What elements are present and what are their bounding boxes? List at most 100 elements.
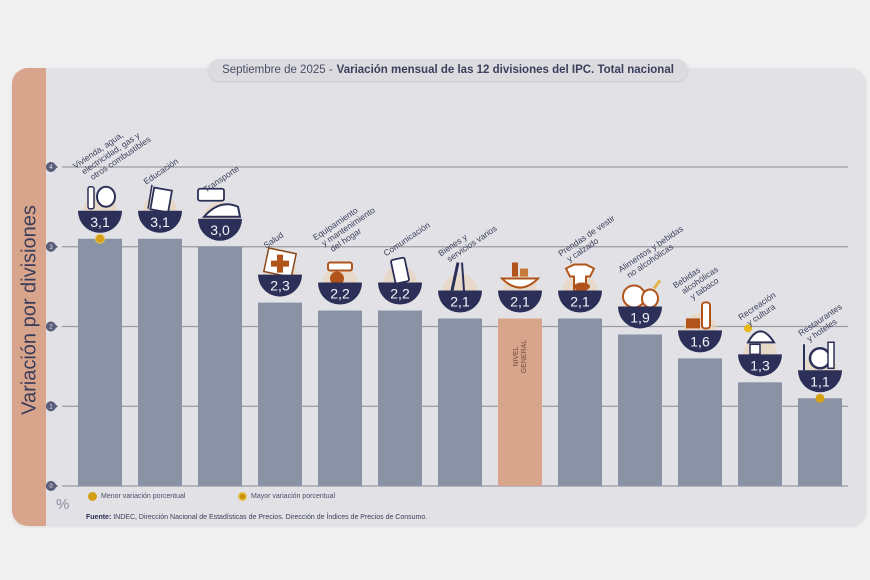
side-band-edge (46, 68, 52, 526)
bar-inner-label-line: NIVEL (513, 346, 520, 366)
first-aid-icon (262, 247, 298, 279)
data-label: 1,9 (630, 309, 650, 325)
smartphone-icon (390, 256, 410, 285)
data-label: 2,2 (330, 286, 350, 302)
value-badge: 2,2 (378, 256, 422, 305)
category-label: Recreacióny cultura (736, 290, 783, 330)
y-tick-marker-body (46, 401, 56, 412)
bar-inner-label: NIVELGENERAL (513, 340, 528, 374)
badge-shape (618, 306, 662, 329)
value-badge: 1,3 (738, 324, 782, 377)
value-badge: 3,1 (78, 185, 122, 233)
value-badge: 2,3 (258, 247, 302, 297)
value-badge: 2,1 (498, 262, 542, 313)
data-label: 2,1 (450, 294, 470, 310)
value-badge: 1,9 (618, 279, 662, 329)
category-label: Vivienda, agua,electricidad, gas yotros … (71, 118, 153, 186)
data-label: 3,0 (210, 222, 230, 238)
legend-marker-max (238, 492, 247, 501)
value-badge: 2,1 (558, 263, 602, 313)
y-axis-unit: % (56, 496, 70, 513)
bar (438, 318, 482, 486)
data-label: 2,3 (270, 278, 290, 294)
bar (618, 334, 662, 486)
notebook-pencil-icon (147, 184, 173, 214)
value-badge: 2,2 (318, 261, 362, 305)
category-label-line: Educación (142, 156, 181, 187)
y-tick-label: 2 (49, 325, 53, 331)
source-note: Fuente: INDEC, Dirección Nacional de Est… (86, 514, 427, 521)
y-tick-marker-body (46, 481, 56, 491)
legend-marker-min (88, 492, 97, 501)
category-label: Alimentos y bebidasno alcohólicas (616, 223, 690, 282)
badge-shape (438, 290, 482, 313)
category-label: Prendas de vestiry calzado (556, 213, 622, 266)
data-label: 3,1 (90, 214, 110, 230)
data-label: 2,1 (570, 294, 590, 310)
bar (198, 246, 242, 486)
y-tick-marker-body (46, 321, 56, 332)
category-label-line: Comunicación (382, 220, 432, 259)
tshirt-shoe-icon (564, 263, 596, 292)
bar (558, 318, 602, 486)
razor-scissors-icon (450, 262, 465, 291)
y-tick: 1 (46, 401, 58, 412)
tshirt-shape (564, 263, 596, 292)
screwdriver-shape (87, 186, 95, 210)
car-icon (197, 187, 242, 218)
badge-shape (138, 210, 183, 233)
bar (498, 318, 542, 486)
source-text: INDEC, Dirección Nacional de Estadística… (113, 514, 428, 521)
legend-item-min: Menor variación porcentual (88, 492, 185, 501)
bar (378, 310, 422, 486)
value-badge: 3,1 (138, 184, 183, 233)
category-label: Equipamientoy mantenimientodel hogar (311, 197, 382, 258)
phone-shape (390, 256, 410, 285)
legend-label-max: Mayor variación porcentual (251, 493, 336, 500)
food-chicken-icon (622, 279, 662, 309)
y-tick: 0 (46, 481, 58, 491)
badge-shape (558, 290, 602, 313)
bar (678, 358, 722, 486)
basket-shape (499, 277, 541, 289)
drumstick-shape (652, 279, 662, 290)
data-label: 1,3 (750, 357, 770, 373)
bar (798, 398, 842, 486)
notebook-shape (149, 186, 173, 214)
lightbulb-tools-icon (87, 185, 116, 210)
bar (78, 238, 122, 486)
appliance-top (327, 261, 353, 272)
box-shape (520, 268, 528, 277)
data-label: 1,6 (690, 333, 710, 349)
bar (318, 310, 362, 486)
umbrella-shape (746, 330, 776, 344)
data-label: 3,1 (150, 214, 170, 230)
min-marker (815, 393, 825, 403)
washing-machine-icon (327, 261, 353, 286)
badge-shape (78, 210, 122, 233)
badge-shape (678, 330, 722, 353)
category-label-line: Alimentos y bebidas (616, 223, 685, 274)
legend-label-min: Menor variación porcentual (101, 493, 186, 500)
data-label: 2,2 (390, 286, 410, 302)
bottle-shape (701, 301, 711, 330)
sun-shape (744, 324, 752, 333)
badge-shape (378, 282, 422, 305)
beach-umbrella-icon (744, 324, 776, 356)
bar (138, 238, 182, 486)
bar-inner-label-line: GENERAL (521, 340, 528, 374)
shopping-basket-icon (499, 262, 541, 289)
plate-shape (808, 347, 832, 370)
bar (738, 382, 782, 486)
category-label: Comunicación (382, 220, 432, 259)
value-badge: 1,6 (678, 301, 722, 353)
bottle-shape (512, 262, 518, 277)
chicken-shape (641, 288, 659, 309)
cross-shape (271, 254, 289, 273)
category-label: Bebidasalcohólicasy tabaco (671, 256, 725, 306)
category-label: Restaurantesy hoteles (796, 301, 849, 345)
legend-item-max: Mayor variación porcentual (238, 492, 335, 501)
badge-shape (798, 370, 842, 393)
scissors-shape (461, 262, 465, 291)
